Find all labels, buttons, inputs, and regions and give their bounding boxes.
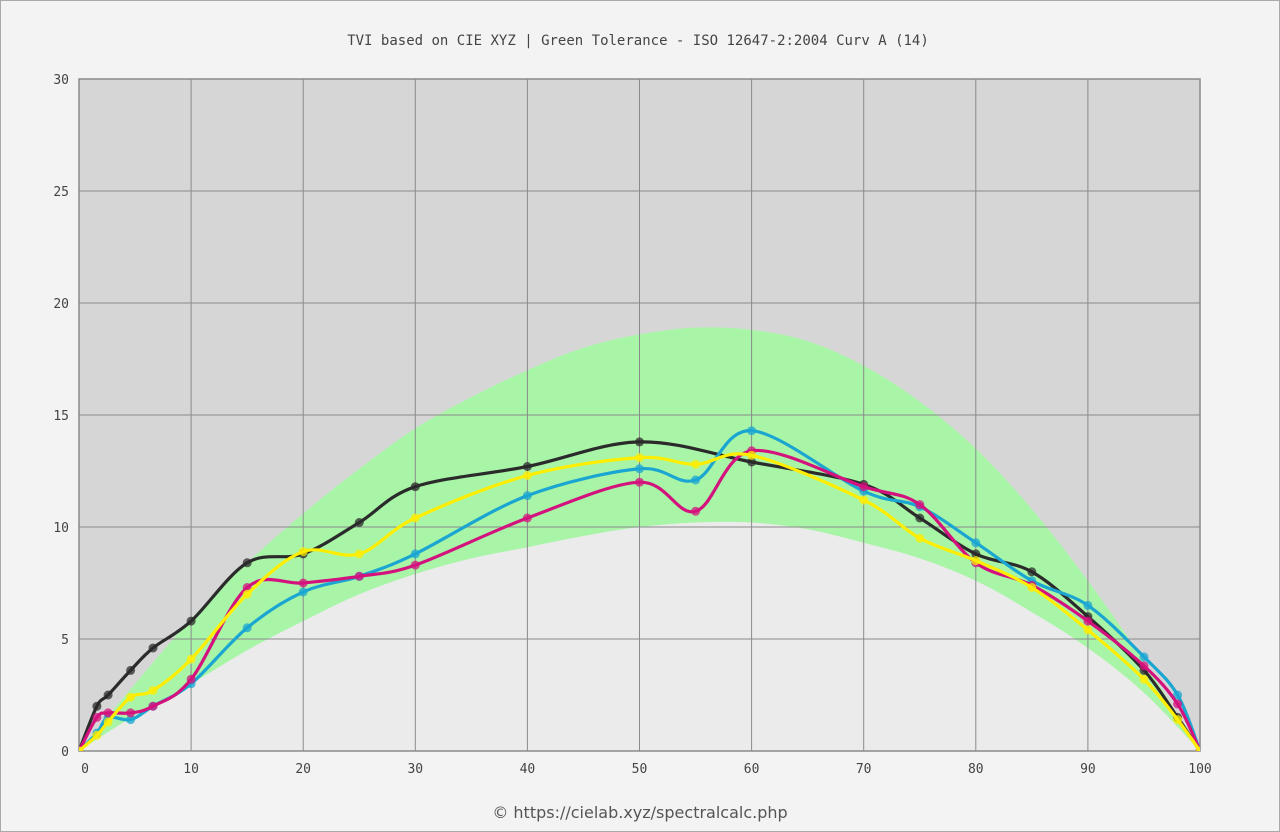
data-point	[522, 513, 532, 523]
data-point	[1027, 567, 1037, 577]
data-point	[915, 513, 925, 523]
data-point	[859, 482, 869, 492]
data-point	[522, 462, 532, 471]
data-point	[915, 500, 925, 510]
data-point	[354, 571, 364, 581]
y-tick-label: 30	[53, 73, 69, 88]
y-tick-label: 5	[61, 633, 69, 648]
data-point	[126, 715, 136, 725]
data-point	[747, 457, 757, 467]
data-point	[1139, 674, 1149, 684]
data-point	[92, 730, 102, 740]
data-point	[410, 560, 420, 570]
data-point	[1173, 715, 1183, 725]
tolerance-band	[79, 327, 1200, 751]
data-point	[103, 708, 113, 718]
data-point	[1173, 690, 1183, 700]
y-tick-label: 20	[53, 297, 69, 312]
y-tick-label: 10	[53, 521, 69, 536]
data-point	[915, 533, 925, 543]
data-point	[1083, 625, 1093, 635]
x-tick-label: 20	[295, 762, 311, 777]
data-point	[186, 616, 196, 626]
data-point	[354, 518, 364, 527]
data-point	[1195, 746, 1200, 751]
data-point	[859, 495, 869, 505]
source-credit: © https://cielab.xyz/spectralcalc.php	[492, 803, 788, 822]
data-point	[354, 549, 364, 559]
data-point	[103, 690, 113, 700]
x-tick-label: 50	[632, 762, 648, 777]
data-point	[691, 459, 701, 469]
data-point	[410, 513, 420, 523]
data-point	[635, 453, 644, 463]
data-point	[747, 426, 757, 436]
x-axis-ticks: 0 10 20 30 40 50 60 70 80 90 100	[81, 762, 1212, 777]
data-point	[148, 686, 158, 695]
y-tick-label: 0	[61, 745, 69, 760]
x-tick-label: 30	[407, 762, 423, 777]
data-point	[126, 692, 136, 702]
data-point	[410, 482, 420, 492]
data-point	[635, 477, 644, 487]
data-point	[103, 717, 113, 727]
data-point	[126, 665, 136, 675]
x-tick-label: 40	[520, 762, 536, 777]
chart-title: TVI based on CIE XYZ | Green Tolerance -…	[347, 33, 929, 49]
data-point	[298, 587, 308, 597]
series-3	[79, 450, 1200, 751]
data-point	[148, 701, 158, 711]
x-tick-label: 0	[81, 762, 89, 777]
data-point	[410, 549, 420, 559]
data-point	[298, 547, 308, 557]
data-point	[126, 708, 136, 718]
data-point	[242, 589, 252, 599]
data-point	[1139, 652, 1149, 662]
y-axis-ticks: 0 5 10 15 20 25 30	[53, 73, 69, 760]
data-point	[522, 471, 532, 480]
grid-lines	[78, 78, 1201, 752]
x-tick-label: 60	[744, 762, 760, 777]
data-point	[242, 623, 252, 633]
x-tick-label: 10	[183, 762, 199, 777]
data-point	[971, 549, 981, 559]
data-point	[1083, 616, 1093, 626]
data-point	[1173, 699, 1183, 709]
series-layer	[79, 426, 1200, 751]
data-point	[186, 674, 196, 684]
data-point	[971, 538, 981, 548]
x-tick-label: 70	[856, 762, 872, 777]
data-point	[635, 437, 644, 447]
x-tick-label: 80	[968, 762, 984, 777]
data-point	[242, 583, 252, 592]
y-tick-label: 25	[53, 185, 69, 200]
data-point	[92, 712, 102, 722]
data-point	[1083, 600, 1093, 610]
x-tick-label: 90	[1080, 762, 1096, 777]
data-point	[186, 654, 196, 664]
data-point	[635, 464, 644, 474]
data-point	[971, 556, 981, 566]
plot-border	[78, 78, 1201, 752]
data-point	[92, 701, 102, 711]
data-point	[298, 578, 308, 588]
data-point	[1139, 661, 1149, 671]
data-point	[242, 558, 252, 568]
data-point	[691, 506, 701, 516]
data-point	[691, 475, 701, 485]
data-point	[1027, 583, 1037, 592]
data-point	[148, 643, 158, 653]
x-tick-label: 100	[1188, 762, 1211, 777]
y-tick-label: 15	[53, 409, 69, 424]
data-point	[522, 491, 532, 501]
data-point	[79, 746, 84, 751]
data-point	[747, 450, 757, 460]
